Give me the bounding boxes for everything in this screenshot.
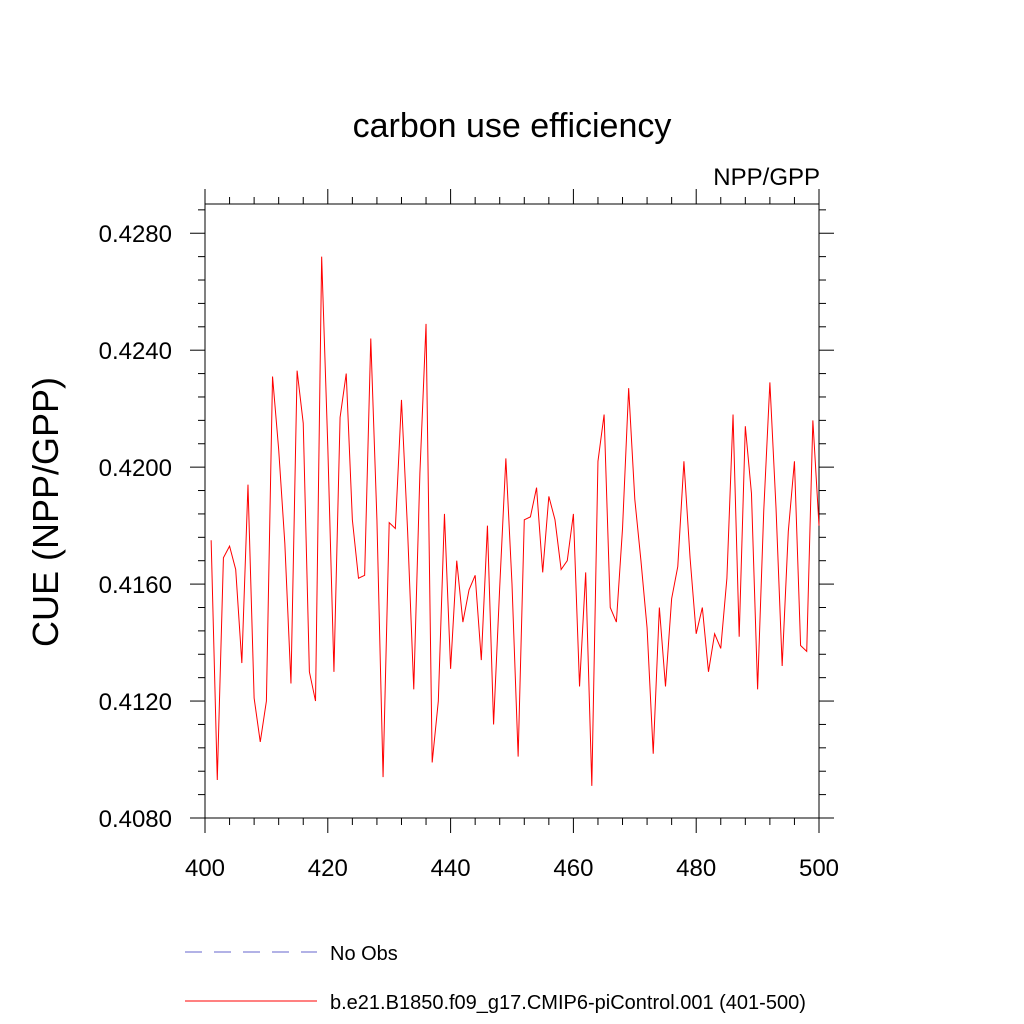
y-tick-label: 0.4160 — [99, 572, 172, 599]
x-tick-label: 400 — [185, 855, 225, 882]
x-tick-label: 500 — [799, 855, 839, 882]
x-tick-label: 420 — [308, 855, 348, 882]
chart-subtitle: NPP/GPP — [713, 164, 820, 191]
plot-frame — [204, 203, 820, 819]
y-axis-label: CUE (NPP/GPP) — [25, 377, 66, 647]
legend-label-model-run: b.e21.B1850.f09_g17.CMIP6-piControl.001 … — [330, 992, 806, 1014]
y-tick-label: 0.4120 — [99, 689, 172, 716]
legend: No Obs b.e21.B1850.f09_g17.CMIP6-piContr… — [185, 943, 806, 1014]
y-tick-label: 0.4240 — [99, 338, 172, 365]
x-tick-label: 480 — [676, 855, 716, 882]
legend-label-no-obs: No Obs — [330, 943, 398, 965]
axis-tick-labels: 400 420 440 460 480 500 0.4080 0.4120 0.4160 0.42… — [99, 221, 839, 882]
x-tick-label: 460 — [553, 855, 593, 882]
axis-ticks — [190, 189, 834, 833]
y-tick-label: 0.4080 — [99, 806, 172, 833]
series-line-1 — [210, 256, 820, 786]
chart-title: carbon use efficiency — [353, 107, 672, 145]
y-tick-label: 0.4280 — [99, 221, 172, 248]
x-tick-label: 440 — [431, 855, 471, 882]
series-lines — [210, 256, 820, 786]
y-tick-label: 0.4200 — [99, 455, 172, 482]
